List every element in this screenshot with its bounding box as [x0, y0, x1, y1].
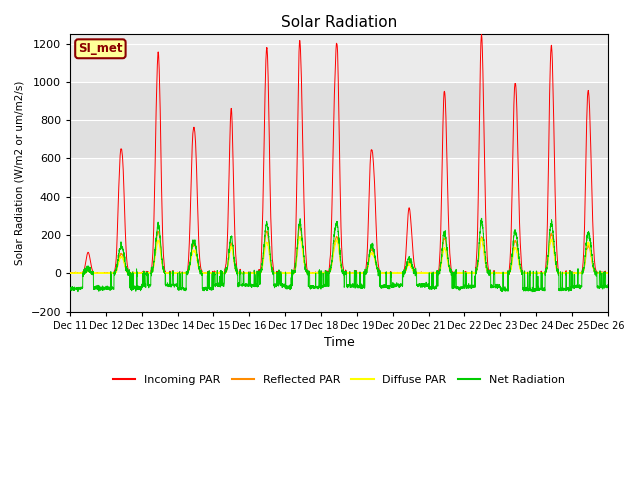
Title: Solar Radiation: Solar Radiation [281, 15, 397, 30]
Legend: Incoming PAR, Reflected PAR, Diffuse PAR, Net Radiation: Incoming PAR, Reflected PAR, Diffuse PAR… [109, 371, 570, 389]
X-axis label: Time: Time [324, 336, 355, 349]
Text: SI_met: SI_met [78, 42, 123, 55]
Bar [70, 82, 608, 158]
Y-axis label: Solar Radiation (W/m2 or um/m2/s): Solar Radiation (W/m2 or um/m2/s) [15, 81, 25, 265]
